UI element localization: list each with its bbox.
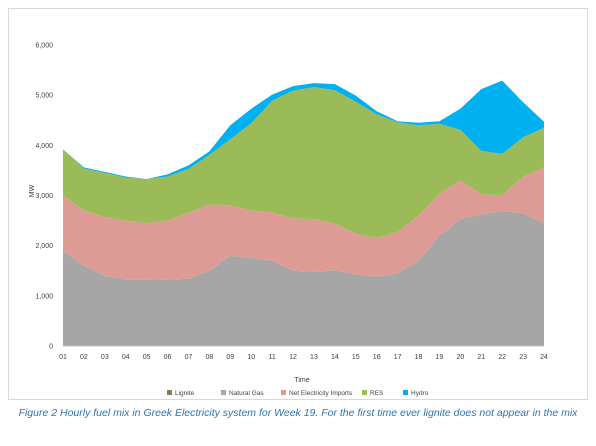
x-tick-label: 05: [143, 354, 151, 361]
area-hydro: [63, 80, 544, 179]
x-axis: 01 02 03 04 05 06 07 08 09 10 11 12 13 14 15 16 17 18 19 20…: [59, 345, 548, 361]
legend-swatch: [221, 390, 226, 395]
x-tick-label: 02: [80, 354, 88, 361]
x-tick-label: 13: [310, 354, 318, 361]
y-tick-label: 2,000: [35, 243, 53, 250]
x-axis-label: Time: [294, 377, 309, 384]
y-tick-label: 1,000: [35, 293, 53, 300]
x-tick-label: 06: [164, 354, 172, 361]
x-tick-label: 20: [456, 354, 464, 361]
stacked-area-chart: 0 1,000 2,000 3,000 4,000 5,000 6,000 01 02 03 04…: [29, 43, 548, 398]
legend-item-hydro: Hydro: [403, 390, 429, 397]
x-tick-label: 23: [519, 354, 527, 361]
y-axis: 0 1,000 2,000 3,000 4,000 5,000 6,000: [35, 43, 53, 351]
legend-swatch: [362, 390, 367, 395]
y-tick-label: 5,000: [35, 93, 53, 100]
area-res: [63, 87, 544, 239]
legend-label: RES: [370, 390, 384, 397]
x-tick-label: 01: [59, 354, 67, 361]
x-tick-label: 04: [122, 354, 130, 361]
y-tick-label: 4,000: [35, 143, 53, 150]
y-tick-label: 3,000: [35, 193, 53, 200]
plot-area: [63, 80, 544, 346]
x-tick-label: 19: [436, 354, 444, 361]
x-tick-label: 15: [352, 354, 360, 361]
x-tick-label: 10: [247, 354, 255, 361]
y-axis-label: MW: [29, 184, 36, 197]
x-tick-label: 14: [331, 354, 339, 361]
chart-frame: 0 1,000 2,000 3,000 4,000 5,000 6,000 01 02 03 04…: [8, 8, 588, 400]
x-tick-label: 22: [498, 354, 506, 361]
legend-label: Natural Gas: [229, 390, 264, 397]
x-tick-label: 16: [373, 354, 381, 361]
area-natural-gas: [63, 211, 544, 346]
x-tick-label: 12: [289, 354, 297, 361]
y-tick-label: 0: [49, 344, 53, 351]
x-tick-label: 08: [205, 354, 213, 361]
x-tick-label: 09: [226, 354, 234, 361]
area-net-electricity-imports: [63, 167, 544, 280]
legend-swatch: [281, 390, 286, 395]
x-tick-label: 24: [540, 354, 548, 361]
legend: Lignite Natural Gas Net Electricity Import…: [167, 390, 429, 397]
legend-swatch: [403, 390, 408, 395]
legend-swatch: [167, 390, 172, 395]
x-tick-label: 07: [185, 354, 193, 361]
legend-item-natural-gas: Natural Gas: [221, 390, 264, 397]
legend-item-net-electricity-imports: Net Electricity Imports: [281, 390, 353, 397]
figure-caption: Figure 2 Hourly fuel mix in Greek Electr…: [18, 407, 578, 419]
legend-item-lignite: Lignite: [167, 390, 195, 397]
legend-item-res: RES: [362, 390, 384, 397]
legend-label: Hydro: [411, 390, 429, 397]
x-tick-label: 03: [101, 354, 109, 361]
legend-label: Net Electricity Imports: [289, 390, 353, 397]
x-tick-label: 21: [477, 354, 485, 361]
x-tick-label: 17: [394, 354, 402, 361]
legend-label: Lignite: [175, 390, 195, 397]
y-tick-label: 6,000: [35, 43, 53, 50]
x-tick-label: 18: [415, 354, 423, 361]
x-tick-label: 11: [268, 354, 275, 361]
